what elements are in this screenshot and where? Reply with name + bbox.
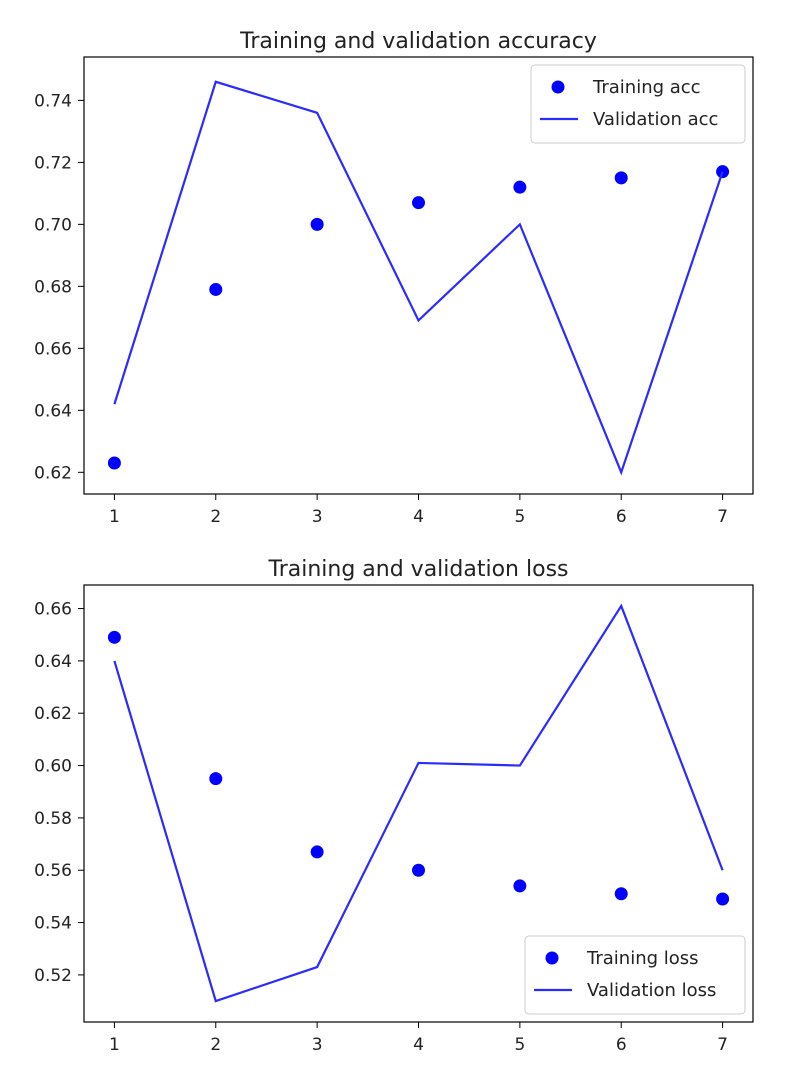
data-point-training <box>614 887 628 901</box>
data-point-training <box>513 879 527 893</box>
x-tick-label: 4 <box>413 1035 424 1055</box>
chart-title: Training and validation accuracy <box>239 29 597 54</box>
y-tick-label: 0.60 <box>34 757 72 777</box>
y-tick-label: 0.52 <box>34 966 72 986</box>
x-tick-label: 2 <box>210 507 221 527</box>
data-point-training <box>209 772 223 786</box>
y-tick-label: 0.74 <box>34 91 72 111</box>
x-tick-label: 3 <box>312 507 323 527</box>
y-tick-label: 0.56 <box>34 861 72 881</box>
legend-label: Training acc <box>592 77 701 98</box>
legend: Training loss Validation loss <box>524 935 746 1015</box>
data-point-training <box>209 282 223 296</box>
y-tick-label: 0.58 <box>34 809 72 829</box>
data-point-training <box>107 456 121 470</box>
data-point-training <box>107 630 121 644</box>
y-tick-label: 0.62 <box>34 704 72 724</box>
x-tick-label: 7 <box>717 507 728 527</box>
x-tick-label: 3 <box>312 1035 323 1055</box>
data-point-training <box>412 863 425 877</box>
legend-box <box>530 64 746 144</box>
y-tick-label: 0.66 <box>34 339 72 359</box>
y-tick-label: 0.72 <box>34 153 72 173</box>
legend-marker-point <box>551 80 565 94</box>
chart-2: Training and validation loss 1 2 3 4 5 6 7 0.52 0… <box>34 557 754 1055</box>
x-tick-label: 7 <box>717 1035 728 1055</box>
y-tick-label: 0.64 <box>34 401 72 421</box>
data-point-training <box>310 845 324 859</box>
legend-box <box>524 935 746 1015</box>
y-tick-label: 0.66 <box>34 600 72 620</box>
data-point-training <box>614 171 628 185</box>
chart-title: Training and validation loss <box>268 557 569 582</box>
chart-1: Training and validation accuracy 1 2 3 4 5 6 7 0… <box>34 29 754 527</box>
legend-marker-point <box>545 951 559 965</box>
series-line-validation <box>113 603 724 1003</box>
y-tick-label: 0.68 <box>34 277 72 297</box>
series-line-validation <box>113 80 724 476</box>
data-point-training <box>716 892 730 906</box>
x-tick-label: 1 <box>109 1035 120 1055</box>
x-tick-label: 4 <box>413 507 424 527</box>
x-tick-label: 6 <box>616 1035 627 1055</box>
y-tick-label: 0.64 <box>34 652 72 672</box>
legend-label: Validation acc <box>593 109 718 130</box>
x-tick-label: 2 <box>210 1035 221 1055</box>
legend-label: Training loss <box>586 948 699 969</box>
data-point-training <box>513 180 527 194</box>
x-tick-label: 1 <box>109 507 120 527</box>
x-tick-label: 5 <box>514 507 525 527</box>
y-tick-label: 0.70 <box>34 215 72 235</box>
legend: Training acc Validation acc <box>530 64 746 144</box>
y-tick-label: 0.62 <box>34 463 72 483</box>
y-tick-label: 0.54 <box>34 914 72 934</box>
legend-label: Validation loss <box>587 980 716 1001</box>
x-tick-label: 5 <box>514 1035 525 1055</box>
data-point-training <box>412 196 425 210</box>
x-tick-label: 6 <box>616 507 627 527</box>
data-point-training <box>310 217 324 231</box>
